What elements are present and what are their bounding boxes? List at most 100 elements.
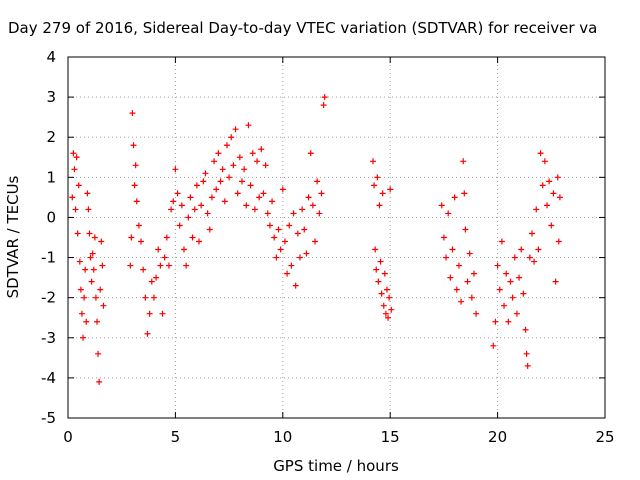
- data-point: [85, 206, 92, 213]
- data-point: [269, 198, 276, 205]
- data-point: [273, 254, 280, 261]
- data-point: [473, 310, 480, 317]
- data-point: [305, 194, 312, 201]
- data-point: [550, 190, 557, 197]
- data-point: [206, 226, 213, 233]
- data-point: [468, 294, 475, 301]
- data-point: [466, 250, 473, 257]
- data-point: [286, 222, 293, 229]
- data-point: [131, 182, 138, 189]
- data-point: [84, 190, 91, 197]
- data-point: [312, 238, 319, 245]
- data-point: [95, 350, 102, 357]
- data-point: [98, 238, 105, 245]
- data-point: [232, 126, 239, 133]
- data-point: [377, 258, 384, 265]
- data-point: [307, 150, 314, 157]
- data-point: [290, 210, 297, 217]
- data-point: [507, 278, 514, 285]
- data-point: [385, 314, 392, 321]
- data-point: [496, 286, 503, 293]
- data-point: [539, 182, 546, 189]
- data-point: [196, 238, 203, 245]
- x-tick-label: 20: [488, 428, 507, 446]
- data-point: [266, 222, 273, 229]
- data-point: [505, 318, 512, 325]
- x-tick-label: 15: [381, 428, 400, 446]
- data-point: [461, 190, 468, 197]
- data-point: [462, 226, 469, 233]
- y-tick-label: -3: [41, 329, 56, 347]
- data-point: [163, 234, 170, 241]
- data-point: [260, 190, 267, 197]
- data-point: [75, 182, 82, 189]
- data-point: [520, 290, 527, 297]
- data-point: [213, 186, 220, 193]
- data-point: [503, 270, 510, 277]
- data-point: [238, 178, 245, 185]
- x-tick-label: 10: [273, 428, 292, 446]
- data-point: [78, 310, 85, 317]
- data-point: [183, 262, 190, 269]
- data-point: [77, 286, 84, 293]
- data-point: [518, 246, 525, 253]
- data-point: [371, 182, 378, 189]
- data-point: [449, 246, 456, 253]
- data-point: [128, 234, 135, 241]
- data-point: [309, 202, 316, 209]
- data-point: [438, 202, 445, 209]
- data-point: [236, 154, 243, 161]
- data-point: [522, 326, 529, 333]
- data-point: [142, 294, 149, 301]
- data-point: [376, 202, 383, 209]
- data-point: [523, 350, 530, 357]
- data-point: [271, 234, 278, 241]
- data-point: [226, 174, 233, 181]
- data-point: [76, 258, 83, 265]
- data-point: [299, 206, 306, 213]
- data-point: [140, 266, 147, 273]
- tick-labels: 0 5 10 15 20 25 -5 -4 -3 -2 -1 0 1 2 3 4: [41, 48, 615, 446]
- data-point: [490, 342, 497, 349]
- data-point: [460, 158, 467, 165]
- x-axis-title: GPS time / hours: [273, 457, 399, 475]
- y-tick-label: -4: [41, 369, 56, 387]
- chart-title: Day 279 of 2016, Sidereal Day-to-day VTE…: [8, 19, 597, 37]
- data-point: [509, 294, 516, 301]
- data-point: [228, 134, 235, 141]
- data-point: [241, 166, 248, 173]
- data-point: [148, 278, 155, 285]
- data-point: [129, 110, 136, 117]
- data-point: [88, 278, 95, 285]
- data-point: [247, 182, 254, 189]
- data-point: [208, 194, 215, 201]
- data-point: [528, 230, 535, 237]
- data-point: [161, 254, 168, 261]
- data-point: [387, 186, 394, 193]
- data-point: [87, 254, 94, 261]
- data-point: [127, 262, 134, 269]
- data-point: [178, 202, 185, 209]
- data-point: [375, 278, 382, 285]
- data-point: [535, 246, 542, 253]
- data-point: [245, 122, 252, 129]
- data-point: [386, 294, 393, 301]
- data-point: [153, 274, 160, 281]
- data-point: [180, 246, 187, 253]
- data-point: [97, 286, 104, 293]
- data-point: [552, 278, 559, 285]
- data-point: [170, 198, 177, 205]
- data-point: [99, 262, 106, 269]
- data-point: [198, 202, 205, 209]
- plot-frame: [67, 56, 606, 419]
- data-point: [470, 270, 477, 277]
- data-point: [168, 206, 175, 213]
- data-point: [72, 206, 79, 213]
- data-point: [223, 142, 230, 149]
- data-point: [172, 166, 179, 173]
- grid: [68, 57, 605, 418]
- y-tick-label: 1: [46, 168, 56, 186]
- data-point: [531, 258, 538, 265]
- data-point: [281, 238, 288, 245]
